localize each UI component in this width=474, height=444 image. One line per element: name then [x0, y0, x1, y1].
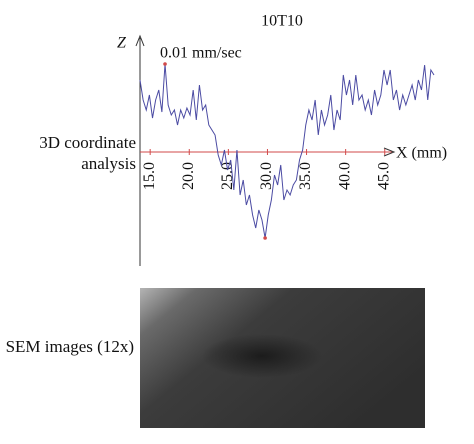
x-tick-label: 45.0 — [375, 162, 392, 190]
y-arrow — [135, 34, 145, 47]
extreme-point — [263, 236, 267, 240]
x-tick-label: 40.0 — [336, 162, 353, 190]
chart-title: 10T10 — [261, 13, 303, 30]
data-line — [139, 63, 435, 239]
x-tick-label: 20.0 — [180, 162, 197, 190]
side-label: SEM images (12x) — [5, 337, 134, 356]
x-tick-label: 30.0 — [258, 162, 275, 190]
x-tick-label: 35.0 — [297, 162, 314, 190]
x-tick-label: 15.0 — [141, 162, 158, 190]
x-axis-label: X (mm) — [396, 145, 447, 162]
side-label: 3D coordinate analysis — [39, 133, 136, 173]
sem-spot — [202, 334, 322, 378]
annotation: 0.01 mm/sec — [160, 45, 242, 62]
x-arrow — [383, 147, 396, 157]
extreme-point — [163, 62, 167, 66]
y-axis-label: Z — [117, 35, 127, 52]
